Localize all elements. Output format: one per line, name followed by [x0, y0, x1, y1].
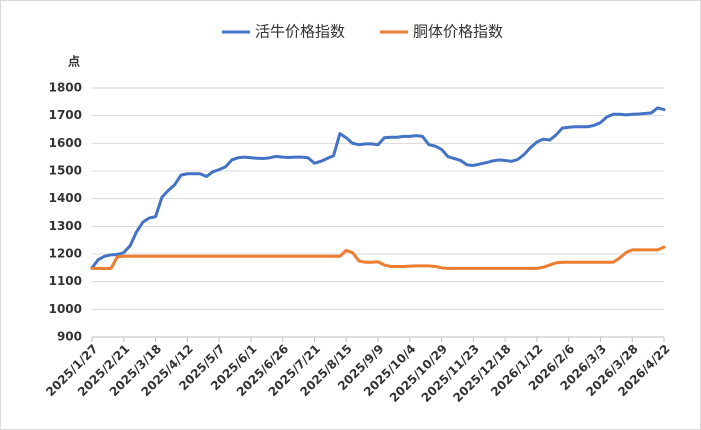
- y-tick-label: 1000: [49, 302, 82, 316]
- y-tick-label: 900: [57, 330, 82, 344]
- y-axis-unit: 点: [68, 54, 80, 69]
- legend-label: 活牛价格指数: [255, 23, 345, 41]
- legend-label: 胴体价格指数: [413, 23, 503, 41]
- series-line: [90, 106, 666, 270]
- y-tick-label: 1100: [49, 274, 82, 288]
- y-tick-label: 1300: [49, 219, 82, 233]
- y-tick-label: 1500: [49, 164, 82, 178]
- y-tick-label: 1600: [49, 136, 82, 150]
- y-tick-label: 1800: [49, 81, 82, 95]
- y-tick-label: 1200: [49, 247, 82, 261]
- y-tick-label: 1700: [49, 108, 82, 122]
- series-line: [90, 245, 666, 271]
- y-tick-label: 1400: [49, 191, 82, 205]
